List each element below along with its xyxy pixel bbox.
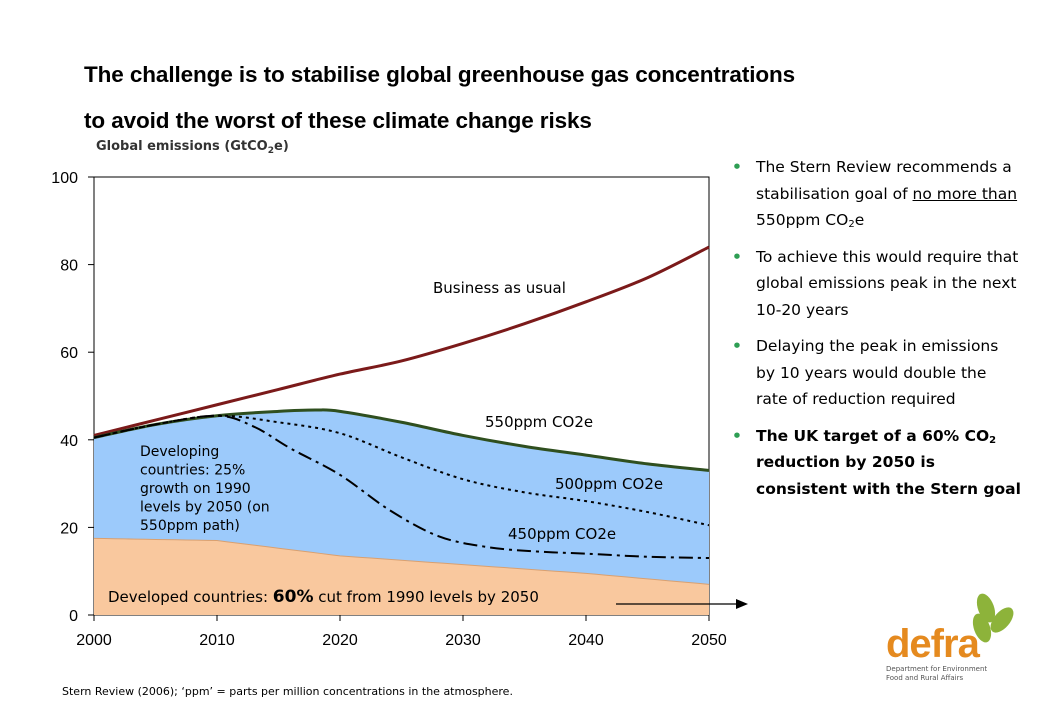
bullet-dot: • [732, 337, 742, 355]
bullet-item: • To achieve this would require that glob… [732, 244, 1022, 324]
bullet-item: • Delaying the peak in emissions by 10 ye… [732, 333, 1022, 413]
label-developing-countries: Developing [140, 444, 219, 460]
logo-subtitle-line1: Department for Environment [886, 665, 988, 673]
page-title-line1: The challenge is to stabilise global gre… [84, 62, 796, 87]
bullet-text: The UK target of a 60% CO [756, 426, 990, 445]
footnote: Stern Review (2006); ‘ppm’ = parts per m… [62, 685, 513, 698]
arrow-head [736, 599, 748, 609]
y-tick-label: 80 [60, 258, 78, 275]
y-tick-label: 100 [51, 170, 78, 187]
label-developing-countries: levels by 2050 (on [140, 500, 270, 516]
developed-edge [93, 537, 710, 585]
label-developing-countries: growth on 1990 [140, 481, 251, 497]
page-title-line2: to avoid the worst of these climate chan… [84, 108, 592, 133]
logo-wordmark: defra [886, 622, 980, 666]
bullet-dot: • [732, 426, 742, 445]
leaf-shape [990, 607, 1014, 633]
area-developed [94, 538, 709, 615]
logo-subtitle-line2: Food and Rural Affairs [886, 673, 964, 682]
x-tick-label: 2020 [322, 632, 358, 649]
bullet-item: • The Stern Review recommends a stabilisa… [732, 154, 1022, 234]
label-developing-countries: 550ppm path) [140, 518, 240, 534]
bullet-dot: • [732, 158, 742, 176]
bullet-text: no more than [912, 184, 1018, 203]
bullet-text: To achieve this would require that globa… [756, 247, 1019, 319]
logo-subtitle: Department for Environment Food and Rura… [886, 665, 987, 682]
bullet-text: The Stern Review recommends a stabilisat… [756, 158, 1012, 203]
label-450ppm: 450ppm CO2e [508, 525, 616, 543]
bullet-text: Delaying the peak in emissions by 10 yea… [756, 337, 999, 408]
line-business-as-usual [93, 245, 710, 437]
label-550ppm: 550ppm CO2e [485, 413, 593, 431]
bullet-text: 550ppm CO [756, 211, 849, 229]
x-tick-label: 2040 [568, 632, 604, 649]
bullet-list: • The Stern Review recommends a stabilisa… [732, 154, 1022, 512]
bullet-text: reduction by 2050 is consistent with the… [756, 453, 1021, 498]
bullet-item: • The UK target of a 60% CO2 reduction by… [732, 423, 1022, 503]
label-developing-countries: countries: 25% [140, 463, 245, 479]
label-business-as-usual: Business as usual [433, 279, 566, 297]
bullet-text: 2 [989, 434, 997, 446]
x-tick-label: 2010 [199, 632, 235, 649]
x-tick-label: 2000 [76, 632, 112, 649]
line-500ppm [93, 414, 710, 527]
area-developing [94, 410, 709, 585]
bullet-dot: • [732, 247, 742, 266]
y-axis-label: Global emissions (GtCO2e) [96, 139, 289, 156]
y-tick-label: 20 [60, 520, 78, 537]
label-500ppm: 500ppm CO2e [555, 475, 663, 493]
y-tick-label: 0 [69, 608, 78, 625]
x-tick-label: 2030 [445, 632, 481, 649]
x-tick-label: 2050 [691, 632, 727, 649]
leaf-shape [972, 613, 992, 643]
defra-logo-icon [972, 593, 1014, 643]
y-tick-label: 40 [60, 433, 78, 450]
bullet-text: e [854, 211, 865, 229]
label-developed-countries: Developed countries: 60% cut from 1990 l… [108, 587, 539, 607]
y-tick-label: 60 [60, 345, 78, 362]
bullet-text: 2 [848, 219, 855, 230]
